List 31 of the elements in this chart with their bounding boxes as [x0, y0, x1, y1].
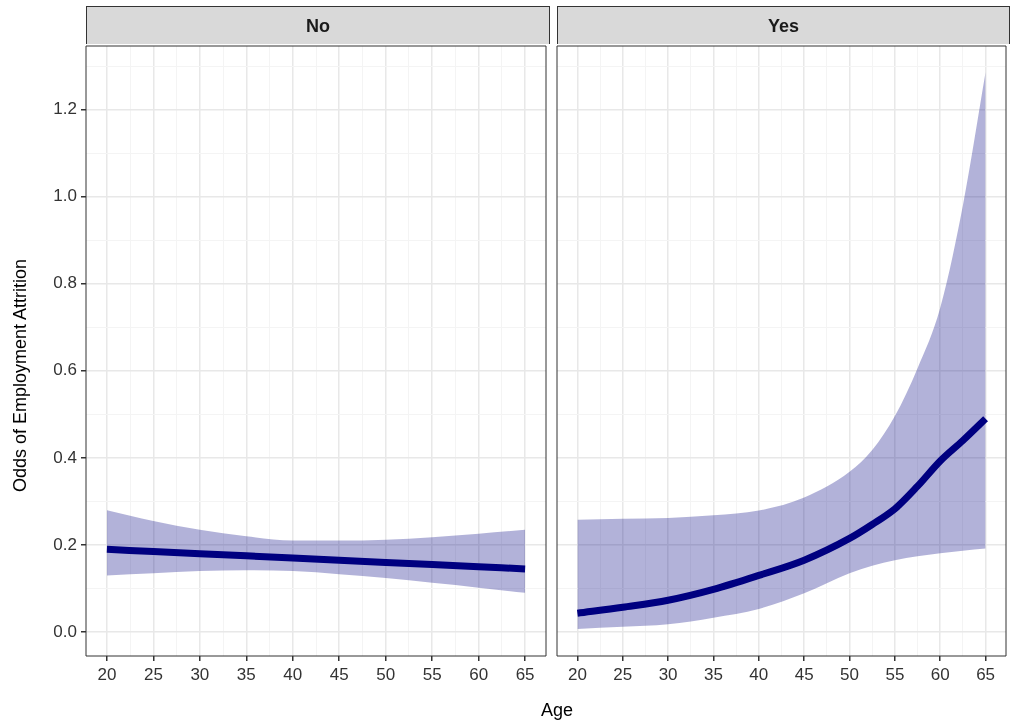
y-tick-label: 0.6: [53, 360, 77, 380]
y-tick-label: 0.4: [53, 447, 77, 467]
y-tick-label: 0.8: [53, 273, 77, 293]
y-tick-label: 0.0: [53, 621, 77, 641]
y-axis-title: Odds of Employment Attrition: [9, 257, 31, 495]
chart-title: Yes: [557, 6, 1010, 44]
chart-title: No: [86, 6, 550, 44]
x-tick-label: 45: [329, 664, 349, 684]
x-tick-label: 65: [976, 664, 996, 684]
x-tick-label: 45: [794, 664, 814, 684]
x-tick-label: 20: [567, 664, 587, 684]
x-tick-label: 60: [469, 664, 489, 684]
x-tick-label: 50: [840, 664, 859, 684]
x-tick-label: 25: [613, 664, 633, 684]
x-tick-label: 20: [97, 664, 117, 684]
y-tick-label: 1.2: [53, 99, 77, 119]
y-tick-label: 0.2: [53, 534, 77, 554]
x-axis-title: Age: [540, 700, 574, 721]
x-tick-label: 30: [190, 664, 210, 684]
x-tick-label: 35: [236, 664, 256, 684]
x-tick-label: 35: [704, 664, 723, 684]
x-tick-label: 55: [422, 664, 442, 684]
x-tick-label: 50: [376, 664, 396, 684]
x-tick-label: 30: [658, 664, 678, 684]
x-tick-label: 60: [930, 664, 950, 684]
x-tick-label: 65: [515, 664, 535, 684]
x-tick-label: 40: [283, 664, 303, 684]
x-tick-label: 55: [885, 664, 905, 684]
x-tick-label: 25: [143, 664, 163, 684]
y-tick-label: 1.0: [53, 186, 77, 206]
x-tick-label: 40: [749, 664, 769, 684]
